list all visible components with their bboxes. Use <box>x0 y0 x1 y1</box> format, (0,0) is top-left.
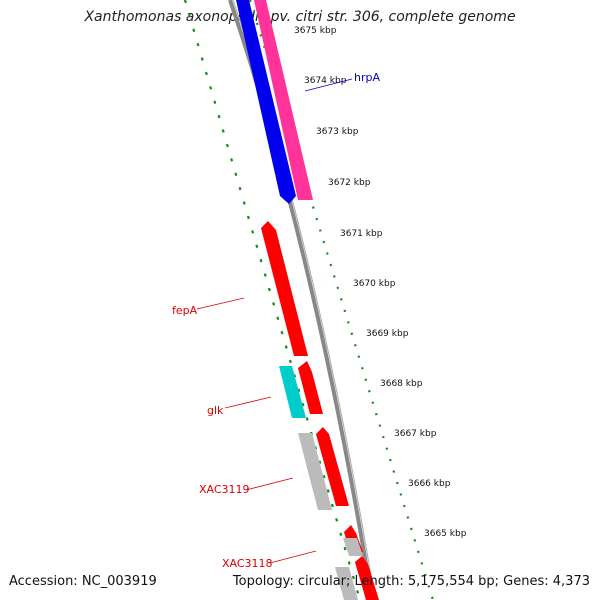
genome-summary-text: Topology: circular; Length: 5,175,554 bp… <box>232 574 590 589</box>
tick-labels: 3675 kbp 3674 kbp 3673 kbp 3672 kbp 3671… <box>294 26 467 539</box>
tick-label: 3672 kbp <box>328 178 371 188</box>
accession-text: Accession: NC_003919 <box>9 574 157 589</box>
tick-label: 3669 kbp <box>366 329 409 339</box>
gene-hrpA-magenta <box>254 0 313 200</box>
gene-XAC3118-gray <box>343 538 363 556</box>
genome-backbone <box>228 0 376 600</box>
tick-label: 3671 kbp <box>340 229 383 239</box>
tick-label: 3666 kbp <box>408 479 451 489</box>
gene-fepA <box>261 221 308 356</box>
gene-bottom-red <box>355 556 379 600</box>
fepA-leader <box>196 297 245 310</box>
gene-features <box>236 0 379 600</box>
gene-hrpA-blue <box>236 0 296 204</box>
tick-label: 3668 kbp <box>380 379 423 389</box>
gene-bottom-gray <box>335 567 358 600</box>
gene-glk-cyan <box>279 366 306 418</box>
glk-leader <box>224 396 272 409</box>
gene-label-XAC3118: XAC3118 <box>222 557 273 570</box>
gene-label-XAC3119: XAC3119 <box>199 483 250 496</box>
hrpA-leader <box>304 78 353 92</box>
gene-XAC3119-gray <box>298 433 332 510</box>
inner-dotted-track <box>183 0 362 600</box>
gene-label-glk: glk <box>207 404 224 417</box>
map-title: Xanthomonas axonopodis pv. citri str. 30… <box>84 9 516 25</box>
tick-label: 3667 kbp <box>394 429 437 439</box>
gene-label-hrpA: hrpA <box>354 71 380 84</box>
outer-dotted-track <box>248 0 435 600</box>
tick-label: 3674 kbp <box>304 76 347 86</box>
gene-XAC3119-red <box>316 427 349 506</box>
tick-label: 3675 kbp <box>294 26 337 36</box>
gene-glk-red <box>298 361 323 414</box>
XAC3119-leader <box>245 477 294 491</box>
XAC3118-leader <box>269 550 317 564</box>
tick-label: 3673 kbp <box>316 127 359 137</box>
tick-label: 3665 kbp <box>424 529 467 539</box>
gene-labels: hrpA fepA glk XAC3119 XAC3118 <box>172 71 380 570</box>
tick-label: 3670 kbp <box>353 279 396 289</box>
gene-label-fepA: fepA <box>172 304 198 317</box>
